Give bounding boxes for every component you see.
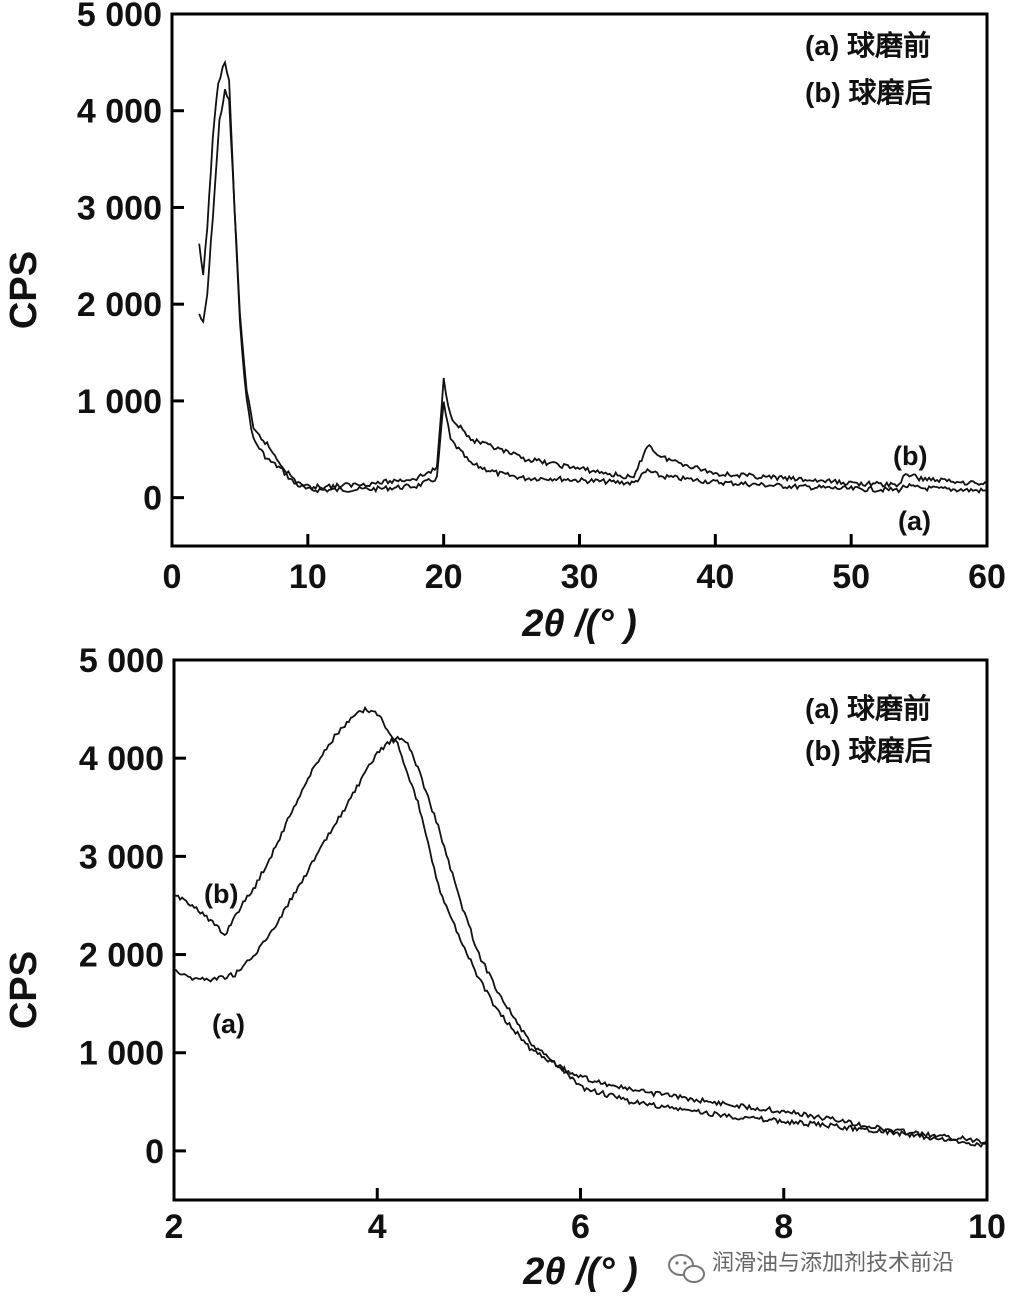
- y-tick-label: 3 000: [77, 189, 162, 227]
- x-tick-label: 10: [968, 1208, 1006, 1246]
- x-tick-label: 2: [165, 1208, 184, 1246]
- y-tick-label: 3 000: [79, 838, 164, 876]
- legend-entry-a: (a) 球磨前: [805, 29, 931, 61]
- x-tick-label: 50: [832, 558, 870, 596]
- legend-entry-a: (a) 球磨前: [805, 692, 931, 724]
- y-axis-label: CPS: [3, 251, 45, 329]
- y-tick-label: 1 000: [79, 1035, 164, 1073]
- y-tick-label: 0: [143, 480, 162, 518]
- series-line-a: [173, 735, 988, 1149]
- chart-panel-top: 0 1 000 2 000 3 000 4 000 5 000 0 10 20 30 40 50 60 C…: [3, 0, 1006, 645]
- y-tick-label: 2 000: [79, 937, 164, 975]
- x-tick-label: 6: [571, 1208, 590, 1246]
- series-line-b: [173, 705, 988, 1144]
- x-tick-label: 10: [289, 558, 327, 596]
- curve-annotation: (a): [898, 506, 931, 536]
- series-line-b: [198, 59, 988, 491]
- y-tick-label: 4 000: [77, 93, 162, 131]
- y-tick-label: 5 000: [77, 0, 162, 34]
- x-tick-label: 60: [968, 558, 1006, 596]
- y-tick-label: 5 000: [79, 642, 164, 680]
- legend-entry-b: (b) 球磨后: [805, 77, 933, 108]
- x-tick-label: 8: [774, 1208, 793, 1246]
- y-axis-label: CPS: [3, 951, 45, 1029]
- curve-annotation: (a): [212, 1009, 245, 1039]
- x-tick-label: 4: [368, 1208, 387, 1246]
- curve-annotation: (b): [204, 879, 238, 909]
- x-tick-label: 40: [696, 558, 734, 596]
- y-tick-label: 1 000: [77, 383, 162, 421]
- watermark: 润滑油与添加剂技术前沿: [668, 1251, 954, 1283]
- x-tick-label: 20: [425, 558, 463, 596]
- y-tick-label: 0: [145, 1133, 164, 1171]
- x-tick-label: 0: [163, 558, 182, 596]
- legend-entry-b: (b) 球磨后: [805, 735, 933, 766]
- curve-annotation: (b): [893, 441, 927, 471]
- x-axis-label: 2θ /(° ): [522, 1251, 638, 1293]
- x-axis-label: 2θ /(° ): [521, 603, 637, 645]
- series-line-a: [198, 89, 988, 494]
- wechat-icon: [668, 1254, 705, 1283]
- chart-panel-bottom: 0 1 000 2 000 3 000 4 000 5 000 2 4 6 8 10 CPS 2θ /(…: [3, 642, 1006, 1293]
- x-tick-label: 30: [561, 558, 599, 596]
- y-tick-label: 2 000: [77, 286, 162, 324]
- y-tick-label: 4 000: [79, 740, 164, 778]
- watermark-text: 润滑油与添加剂技术前沿: [712, 1251, 954, 1276]
